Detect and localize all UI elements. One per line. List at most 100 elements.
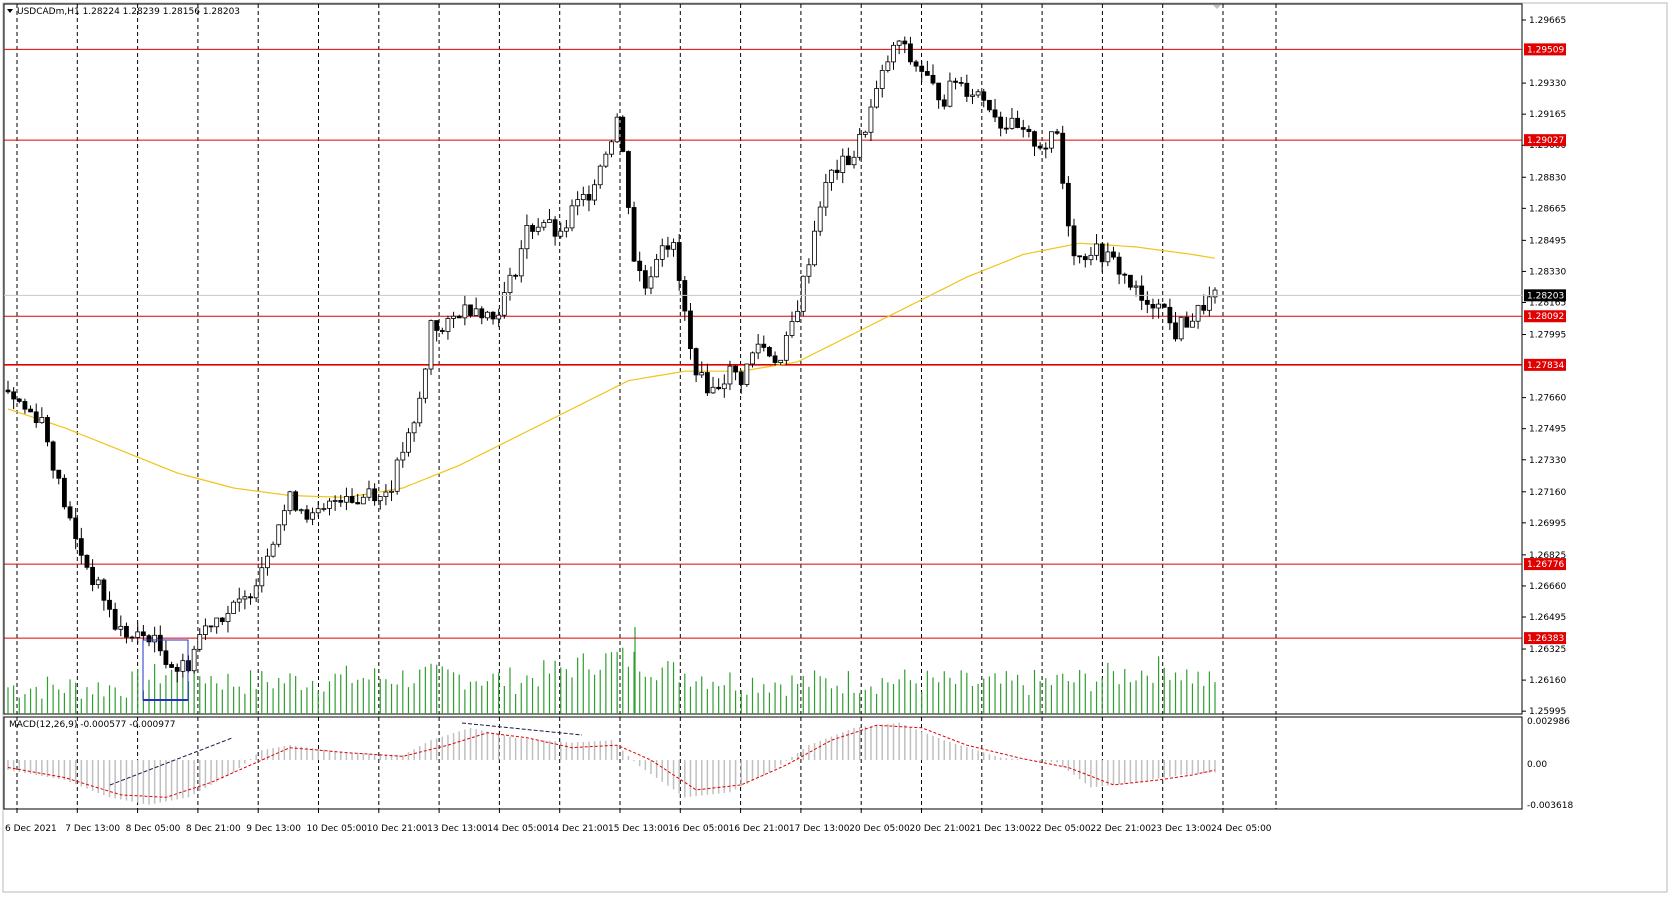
candle-body bbox=[485, 311, 490, 319]
candle-body bbox=[95, 579, 101, 586]
volume-bars bbox=[7, 627, 1216, 714]
symbol-dropdown-icon[interactable] bbox=[7, 9, 13, 13]
candle-body bbox=[1049, 131, 1054, 149]
candle-body bbox=[981, 91, 987, 101]
candle-body bbox=[321, 508, 327, 510]
candle-body bbox=[1099, 243, 1105, 263]
candle-body bbox=[236, 598, 242, 603]
candle-body bbox=[428, 320, 434, 370]
y-tick-label: 1.25995 bbox=[1529, 707, 1566, 717]
candle-body bbox=[501, 292, 507, 316]
candle-body bbox=[958, 82, 964, 84]
candle-body bbox=[1077, 255, 1083, 258]
candle-body bbox=[891, 44, 896, 63]
candle-body bbox=[908, 43, 913, 63]
candle-body bbox=[896, 40, 902, 46]
candle-body bbox=[197, 634, 203, 650]
x-tick-label: 7 Dec 13:00 bbox=[65, 824, 120, 834]
candle-body bbox=[1122, 273, 1128, 276]
chart-shift-marker[interactable] bbox=[1213, 5, 1221, 9]
candle-body bbox=[575, 199, 581, 207]
candle-body bbox=[586, 194, 592, 201]
candle-body bbox=[992, 109, 998, 118]
y-tick-label: 1.28330 bbox=[1529, 267, 1566, 277]
candle-body bbox=[1043, 147, 1049, 150]
level-label-box bbox=[1524, 358, 1566, 371]
y-tick-label: 1.26660 bbox=[1529, 582, 1566, 592]
candle-body bbox=[648, 276, 654, 289]
candle-body bbox=[936, 82, 942, 101]
candle-body bbox=[39, 417, 45, 424]
candle-body bbox=[411, 422, 417, 434]
candle-body bbox=[157, 634, 163, 652]
x-tick-label: 22 Dec 05:00 bbox=[1030, 824, 1091, 834]
candle-body bbox=[727, 365, 733, 385]
candle-body bbox=[163, 650, 169, 665]
candle-body bbox=[439, 330, 445, 332]
x-axis-ticks: 6 Dec 2021 7 Dec 13:00 8 Dec 05:00 8 Dec 21… bbox=[5, 809, 1272, 834]
candle-body bbox=[755, 343, 761, 354]
candle-body bbox=[496, 314, 502, 320]
candle-body bbox=[298, 509, 304, 512]
candle-body bbox=[620, 116, 626, 152]
candle-body bbox=[924, 71, 930, 76]
x-tick-label: 15 Dec 13:00 bbox=[608, 824, 669, 834]
candle-body bbox=[964, 82, 970, 97]
candle-body bbox=[214, 617, 220, 628]
candle-body bbox=[1161, 303, 1167, 308]
candle-body bbox=[129, 636, 135, 639]
candle-body bbox=[417, 397, 423, 424]
candle-body bbox=[789, 321, 795, 336]
horizontal-levels[interactable]: 1.29509 1.29027 1.28092 1.27834 1.26776 1.263… bbox=[4, 43, 1566, 645]
candle-body bbox=[699, 372, 705, 376]
candle-body bbox=[1167, 306, 1173, 324]
level-label-box bbox=[1524, 632, 1566, 645]
y-tick-label: 1.26995 bbox=[1529, 519, 1566, 529]
candle-body bbox=[78, 538, 84, 556]
level-label: 1.28092 bbox=[1527, 312, 1564, 322]
candle-body bbox=[676, 242, 682, 281]
candle-body bbox=[259, 567, 265, 587]
x-tick-label: 20 Dec 21:00 bbox=[910, 824, 971, 834]
candle-body bbox=[547, 219, 552, 223]
candle-body bbox=[704, 372, 710, 394]
candle-body bbox=[733, 365, 738, 373]
candle-body bbox=[975, 91, 981, 96]
candle-body bbox=[287, 491, 293, 512]
y-tick-label: 1.28830 bbox=[1529, 173, 1566, 183]
candle-body bbox=[1173, 322, 1178, 340]
candle-body bbox=[219, 617, 225, 623]
candle-body bbox=[845, 155, 851, 166]
y-tick-label: 1.27495 bbox=[1529, 425, 1566, 435]
candle-body bbox=[885, 61, 891, 71]
candle-body bbox=[135, 631, 141, 638]
candle-body bbox=[276, 524, 282, 545]
candle-body bbox=[1060, 132, 1066, 184]
candle-body bbox=[552, 219, 558, 237]
y-tick-label: 1.28165 bbox=[1529, 299, 1566, 309]
candle-body bbox=[919, 65, 925, 72]
candle-body bbox=[953, 80, 958, 83]
candle-body bbox=[1105, 251, 1111, 263]
x-tick-label: 23 Dec 13:00 bbox=[1151, 824, 1212, 834]
candle-body bbox=[56, 469, 62, 479]
candle-body bbox=[1037, 145, 1043, 149]
candle-body bbox=[479, 308, 485, 319]
candle-body bbox=[592, 184, 597, 201]
candle-body bbox=[1015, 117, 1020, 128]
candle-body bbox=[1195, 304, 1201, 322]
macd-plot-area[interactable] bbox=[3, 716, 1523, 810]
level-label: 1.29509 bbox=[1527, 45, 1564, 55]
candle-body bbox=[468, 304, 473, 316]
candle-body bbox=[1190, 320, 1195, 328]
candle-body bbox=[406, 432, 411, 453]
candle-body bbox=[434, 320, 440, 331]
y-tick-label: 1.26495 bbox=[1529, 613, 1566, 623]
candle-body bbox=[783, 335, 789, 361]
candle-body bbox=[530, 225, 535, 232]
candle-body bbox=[67, 506, 73, 519]
candle-body bbox=[304, 509, 310, 520]
candle-body bbox=[767, 347, 772, 357]
candle-body bbox=[558, 230, 564, 237]
